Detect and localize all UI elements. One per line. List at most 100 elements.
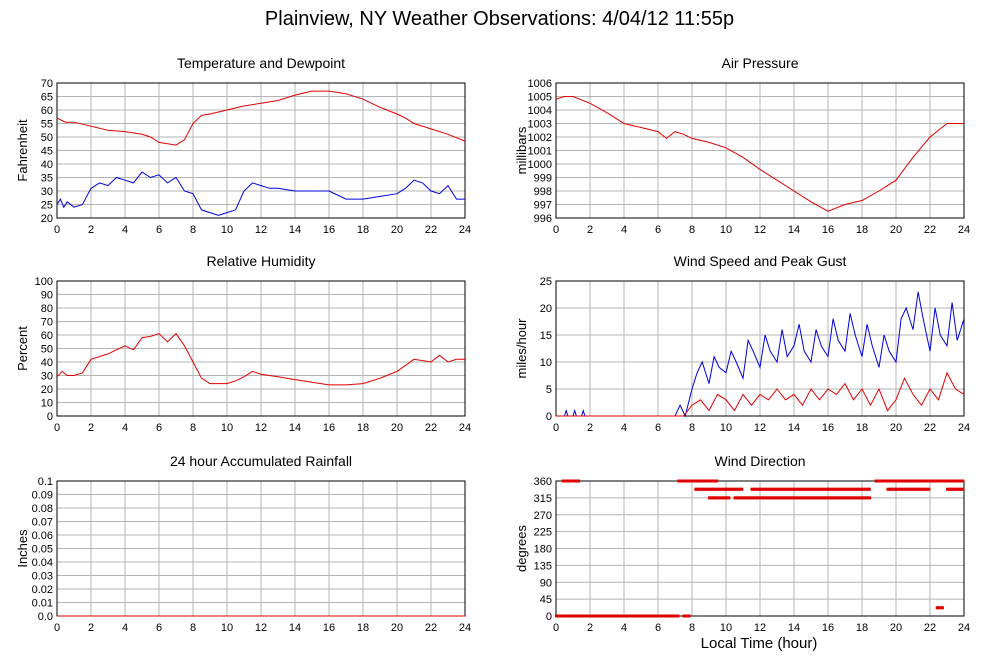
direction-point	[793, 487, 796, 491]
direction-point	[866, 487, 869, 491]
direction-point	[813, 487, 816, 491]
direction-point	[736, 496, 739, 500]
direction-point	[700, 479, 703, 483]
direction-point	[938, 606, 941, 610]
direction-point	[962, 479, 965, 483]
direction-point	[950, 487, 953, 491]
x-tick-label: 20	[890, 224, 902, 236]
direction-point	[713, 479, 716, 483]
direction-point	[734, 487, 737, 491]
direction-point	[919, 479, 922, 483]
plot-frame	[555, 280, 965, 417]
direction-point	[776, 487, 778, 491]
direction-point	[910, 487, 913, 491]
y-tick-label: 90	[540, 577, 552, 589]
direction-point	[712, 487, 715, 491]
chart-title: Relative Humidity	[207, 253, 316, 269]
direction-point	[628, 614, 631, 618]
direction-point	[921, 479, 924, 483]
direction-point	[798, 496, 801, 500]
direction-point	[855, 487, 858, 491]
direction-point	[741, 487, 744, 491]
direction-point	[713, 487, 716, 491]
direction-point	[867, 496, 870, 500]
direction-point	[914, 487, 917, 491]
series-line-1	[56, 171, 465, 216]
direction-point	[614, 614, 617, 618]
x-tick-label: 22	[425, 622, 437, 634]
y-tick-label: 65	[41, 92, 53, 104]
direction-point	[876, 479, 879, 483]
x-tick-label: 10	[720, 622, 732, 634]
direction-point	[642, 614, 645, 618]
plot-frame	[555, 82, 965, 219]
direction-point	[810, 487, 813, 491]
direction-point	[717, 496, 720, 500]
direction-point	[726, 496, 729, 500]
direction-point	[777, 496, 780, 500]
direction-point	[754, 487, 757, 491]
direction-point	[558, 614, 561, 618]
direction-point	[882, 479, 885, 483]
direction-point	[760, 496, 763, 500]
direction-point	[960, 487, 963, 491]
direction-point	[803, 487, 806, 491]
x-tick-label: 18	[856, 622, 868, 634]
direction-point	[940, 479, 943, 483]
direction-point	[723, 496, 726, 500]
direction-point	[678, 479, 681, 483]
x-tick-label: 20	[391, 622, 403, 634]
direction-point	[909, 487, 912, 491]
direction-point	[709, 487, 712, 491]
direction-point	[925, 487, 928, 491]
direction-point	[630, 614, 633, 618]
direction-point	[823, 496, 826, 500]
direction-point	[816, 496, 819, 500]
direction-point	[782, 487, 785, 491]
direction-point	[917, 487, 920, 491]
direction-point	[834, 496, 837, 500]
direction-point	[706, 479, 709, 483]
direction-point	[888, 487, 891, 491]
y-axis-label: Fahrenheit	[15, 119, 30, 182]
direction-point	[697, 479, 700, 483]
direction-point	[779, 496, 782, 500]
direction-point	[834, 487, 837, 491]
y-tick-label: 0.04	[32, 557, 53, 569]
direction-point	[936, 479, 939, 483]
direction-point	[562, 479, 565, 483]
direction-point	[680, 479, 683, 483]
chart-title: Wind Speed and Peak Gust	[674, 253, 847, 269]
direction-point	[747, 496, 750, 500]
direction-point	[936, 606, 939, 610]
direction-point	[915, 487, 918, 491]
direction-point	[589, 614, 592, 618]
y-tick-label: 0	[546, 411, 552, 423]
direction-point	[943, 479, 946, 483]
y-tick-label: 50	[41, 344, 53, 356]
direction-point	[894, 487, 897, 491]
direction-point	[863, 487, 866, 491]
direction-point	[595, 614, 598, 618]
direction-point	[710, 487, 713, 491]
direction-point	[901, 487, 904, 491]
direction-point	[950, 479, 953, 483]
direction-point	[573, 614, 576, 618]
direction-point	[780, 496, 783, 500]
direction-point	[770, 496, 773, 500]
direction-point	[682, 479, 685, 483]
direction-point	[631, 614, 634, 618]
direction-point	[857, 487, 860, 491]
direction-point	[770, 487, 773, 491]
direction-point	[810, 496, 812, 500]
direction-point	[617, 614, 620, 618]
direction-point	[802, 487, 805, 491]
direction-point	[940, 606, 943, 610]
direction-point	[596, 614, 599, 618]
direction-point	[735, 487, 738, 491]
y-tick-label: 20	[540, 303, 552, 315]
direction-point	[590, 614, 593, 618]
direction-point	[716, 479, 719, 483]
